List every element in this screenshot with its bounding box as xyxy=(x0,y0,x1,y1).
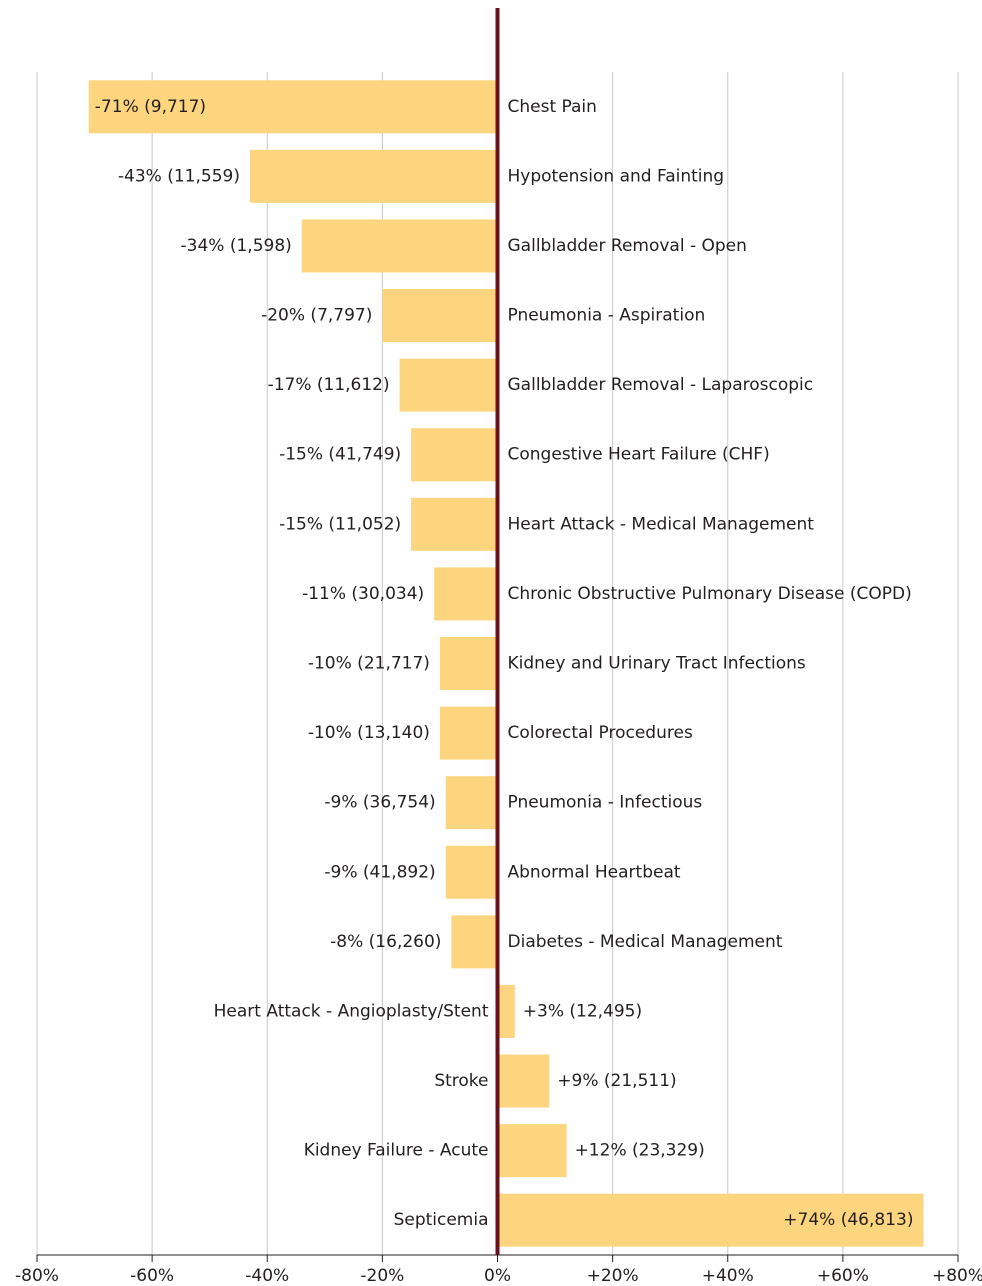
x-tick-label: +20% xyxy=(587,1266,639,1286)
category-label: Diabetes - Medical Management xyxy=(508,932,783,952)
category-label: Gallbladder Removal - Open xyxy=(508,236,747,256)
category-label: Pneumonia - Infectious xyxy=(508,793,703,813)
bar xyxy=(382,289,498,343)
bar xyxy=(88,80,498,134)
category-label: Colorectal Procedures xyxy=(508,723,693,743)
category-label: Stroke xyxy=(434,1071,488,1091)
category-label: Pneumonia - Aspiration xyxy=(508,306,706,326)
value-label: -9% (36,754) xyxy=(324,793,435,813)
bar xyxy=(445,845,498,899)
x-tick-label: -20% xyxy=(360,1266,404,1286)
value-label: -10% (13,140) xyxy=(308,723,430,743)
bar xyxy=(439,637,498,690)
bar xyxy=(399,358,498,412)
value-label: -9% (41,892) xyxy=(324,862,435,882)
x-tick-label: +80% xyxy=(932,1266,982,1286)
bar xyxy=(497,1193,924,1247)
value-label: -71% (9,717) xyxy=(95,97,206,117)
category-label: Heart Attack - Angioplasty/Stent xyxy=(214,1001,489,1021)
value-label: -17% (11,612) xyxy=(268,375,390,395)
bar xyxy=(301,219,498,273)
category-label: Kidney Failure - Acute xyxy=(304,1141,489,1161)
category-label: Hypotension and Fainting xyxy=(508,166,725,186)
bar xyxy=(411,428,498,482)
value-label: +74% (46,813) xyxy=(783,1210,913,1230)
x-tick-label: -60% xyxy=(130,1266,174,1286)
bar xyxy=(497,1054,550,1108)
x-tick-label: 0% xyxy=(484,1266,511,1286)
value-label: -43% (11,559) xyxy=(118,166,240,186)
bar xyxy=(249,149,498,203)
value-label: -20% (7,797) xyxy=(261,306,372,326)
bar xyxy=(497,984,515,1038)
category-label: Chronic Obstructive Pulmonary Disease (C… xyxy=(508,584,912,604)
category-label: Gallbladder Removal - Laparoscopic xyxy=(508,375,814,395)
bar xyxy=(411,497,498,551)
value-label: +9% (21,511) xyxy=(557,1071,676,1091)
category-label: Heart Attack - Medical Management xyxy=(508,514,815,534)
value-label: -10% (21,717) xyxy=(308,654,430,674)
x-tick-label: +60% xyxy=(817,1266,869,1286)
category-label: Abnormal Heartbeat xyxy=(508,862,681,882)
x-tick-label: -80% xyxy=(15,1266,59,1286)
bar xyxy=(497,1124,567,1178)
category-label: Congestive Heart Failure (CHF) xyxy=(508,445,770,465)
x-tick-label: -40% xyxy=(245,1266,289,1286)
bar xyxy=(451,915,498,969)
value-label: +3% (12,495) xyxy=(523,1001,642,1021)
value-label: -15% (11,052) xyxy=(279,514,401,534)
bar xyxy=(434,567,498,621)
x-tick-label: +40% xyxy=(702,1266,754,1286)
category-label: Kidney and Urinary Tract Infections xyxy=(508,654,806,674)
category-label: Chest Pain xyxy=(508,97,597,117)
value-label: +12% (23,329) xyxy=(575,1141,705,1161)
value-label: -8% (16,260) xyxy=(330,932,441,952)
value-label: -11% (30,034) xyxy=(302,584,424,604)
bar xyxy=(439,706,498,760)
value-label: -34% (1,598) xyxy=(181,236,292,256)
category-label: Septicemia xyxy=(394,1210,489,1230)
bar xyxy=(445,776,498,830)
value-label: -15% (41,749) xyxy=(279,445,401,465)
